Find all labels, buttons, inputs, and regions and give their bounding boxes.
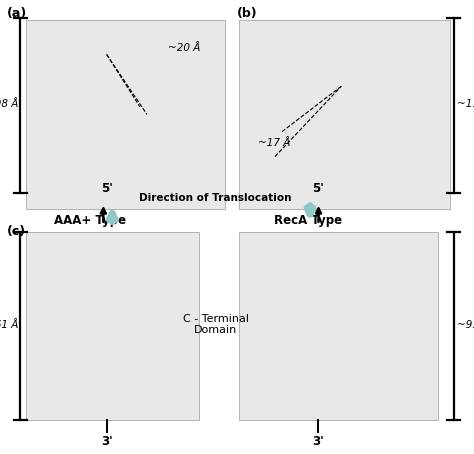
Text: ~17 Å: ~17 Å bbox=[258, 138, 291, 148]
Text: AAA+ Type: AAA+ Type bbox=[54, 214, 126, 227]
Text: Direction of Translocation: Direction of Translocation bbox=[139, 193, 292, 203]
Text: 3': 3' bbox=[101, 435, 112, 448]
Text: 3': 3' bbox=[312, 435, 323, 448]
Text: ~91 Å: ~91 Å bbox=[457, 320, 474, 330]
FancyBboxPatch shape bbox=[239, 232, 438, 420]
Text: C - Terminal
Domain: C - Terminal Domain bbox=[182, 314, 249, 336]
Text: ~113 Å: ~113 Å bbox=[457, 99, 474, 109]
Text: ~20 Å: ~20 Å bbox=[168, 43, 201, 53]
Text: ~98 Å: ~98 Å bbox=[0, 99, 18, 109]
FancyBboxPatch shape bbox=[26, 232, 199, 420]
Text: 5': 5' bbox=[311, 182, 324, 195]
Text: (c): (c) bbox=[7, 225, 26, 238]
Text: (b): (b) bbox=[237, 7, 258, 20]
Text: RecA Type: RecA Type bbox=[274, 214, 342, 227]
FancyBboxPatch shape bbox=[239, 20, 450, 209]
Text: (a): (a) bbox=[7, 7, 27, 20]
FancyBboxPatch shape bbox=[26, 20, 225, 209]
Text: ~61 Å: ~61 Å bbox=[0, 320, 18, 330]
Text: 5': 5' bbox=[100, 182, 113, 195]
